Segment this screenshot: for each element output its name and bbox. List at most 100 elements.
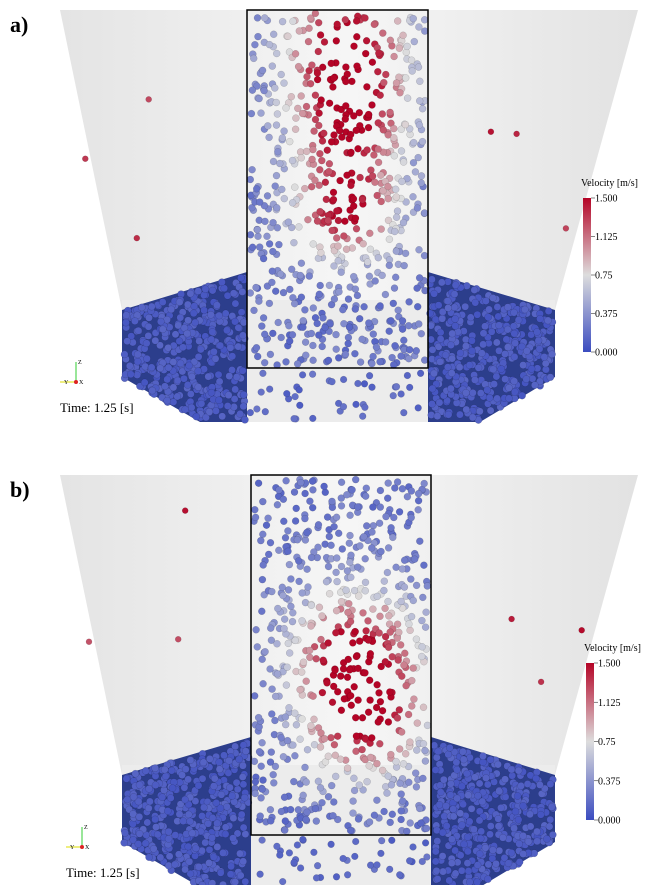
particle xyxy=(546,823,553,830)
particle xyxy=(316,291,323,298)
particle xyxy=(319,799,326,806)
particle xyxy=(385,195,392,202)
particle xyxy=(410,665,417,672)
particle xyxy=(213,302,220,309)
particle xyxy=(234,786,241,793)
particle xyxy=(486,831,493,838)
particle xyxy=(157,854,164,861)
particle xyxy=(429,385,436,392)
particle xyxy=(366,230,373,237)
particle xyxy=(304,746,311,753)
particle xyxy=(264,192,271,199)
particle xyxy=(385,480,392,487)
particle xyxy=(459,748,466,755)
particle xyxy=(181,796,188,803)
particle xyxy=(430,370,437,377)
particle xyxy=(366,762,373,769)
particle xyxy=(334,733,341,740)
particle xyxy=(308,602,315,609)
particle xyxy=(412,168,419,175)
particle xyxy=(266,300,273,307)
particle xyxy=(344,172,351,179)
particle xyxy=(333,569,340,576)
particle xyxy=(355,665,362,672)
particle xyxy=(438,279,445,286)
particle xyxy=(295,223,302,230)
particle xyxy=(267,759,274,766)
particle xyxy=(325,357,332,364)
particle xyxy=(328,734,335,741)
particle xyxy=(249,87,256,94)
particle xyxy=(236,850,243,857)
particle xyxy=(299,836,306,843)
particle xyxy=(292,518,299,525)
particle xyxy=(317,784,324,791)
hopper-wall xyxy=(60,10,638,310)
particle xyxy=(299,617,306,624)
particle xyxy=(403,828,410,835)
particle xyxy=(338,707,345,714)
particle xyxy=(242,878,249,885)
particle xyxy=(460,756,467,763)
particle xyxy=(206,408,213,415)
particle xyxy=(353,18,360,25)
particle xyxy=(514,131,520,137)
particle xyxy=(266,41,273,48)
particle xyxy=(274,501,281,508)
particle xyxy=(143,355,150,362)
particle xyxy=(318,97,325,104)
particle xyxy=(464,848,471,855)
particle xyxy=(403,682,410,689)
particle xyxy=(152,765,159,772)
particle xyxy=(130,793,137,800)
particle xyxy=(187,390,194,397)
particle xyxy=(487,823,494,830)
particle xyxy=(254,406,261,413)
particle xyxy=(182,766,189,773)
particle xyxy=(536,315,543,322)
particle xyxy=(377,698,384,705)
particle xyxy=(206,846,213,853)
particle xyxy=(318,636,325,643)
particle xyxy=(531,382,538,389)
particle xyxy=(141,379,148,386)
particle xyxy=(144,819,151,826)
particle xyxy=(309,486,316,493)
particle xyxy=(512,808,519,815)
particle xyxy=(363,522,370,529)
colorbar-tick-label: 0.375 xyxy=(595,309,618,320)
particle xyxy=(280,518,287,525)
particle xyxy=(321,39,328,46)
particle xyxy=(357,359,364,366)
particle xyxy=(342,102,349,109)
particle xyxy=(418,617,425,624)
particle xyxy=(298,154,305,161)
particle xyxy=(208,336,215,343)
particle xyxy=(320,314,327,321)
particle xyxy=(161,766,168,773)
particle xyxy=(346,540,353,547)
particle xyxy=(394,715,401,722)
particle xyxy=(511,353,518,360)
particle xyxy=(386,236,393,243)
particle xyxy=(347,692,354,699)
particle xyxy=(449,355,456,362)
particle xyxy=(547,374,554,381)
particle xyxy=(264,233,271,240)
particle xyxy=(313,818,320,825)
particle xyxy=(242,831,249,838)
particle xyxy=(211,775,218,782)
particle xyxy=(324,679,331,686)
particle xyxy=(370,522,377,529)
particle xyxy=(269,268,276,275)
particle xyxy=(185,843,192,850)
particle xyxy=(439,829,446,836)
particle xyxy=(407,627,414,634)
particle xyxy=(547,816,554,823)
particle xyxy=(363,627,370,634)
particle xyxy=(284,664,291,671)
particle xyxy=(406,298,413,305)
particle xyxy=(330,812,337,819)
particle xyxy=(471,286,478,293)
particle xyxy=(494,303,501,310)
